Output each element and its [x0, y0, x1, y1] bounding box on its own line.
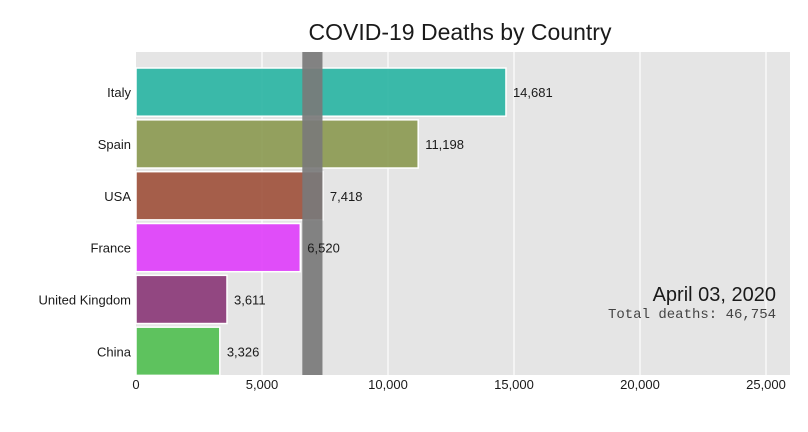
bar-spain — [135, 119, 419, 169]
category-labels: Italy Spain USA France United Kingdom China — [39, 85, 132, 359]
x-tick-label: 5,000 — [246, 377, 279, 392]
chart-title: COVID-19 Deaths by Country — [309, 19, 612, 45]
bars — [135, 67, 507, 377]
category-label: France — [91, 241, 131, 256]
bar-france — [135, 222, 302, 273]
value-label: 7,418 — [330, 189, 363, 204]
bar-china — [135, 326, 221, 377]
x-tick-label: 10,000 — [368, 377, 408, 392]
category-label: Spain — [98, 137, 131, 152]
highlight-band — [302, 52, 323, 375]
date-label: April 03, 2020 — [653, 284, 776, 306]
value-label: 6,520 — [307, 241, 340, 256]
category-label: Italy — [107, 85, 131, 100]
x-tick-label: 20,000 — [620, 377, 660, 392]
bar-united-kingdom — [135, 274, 228, 325]
value-label: 14,681 — [513, 85, 553, 100]
x-tick-labels: 0 5,000 10,000 15,000 20,000 25,000 — [132, 377, 786, 392]
total-deaths-label: Total deaths: 46,754 — [608, 307, 776, 323]
value-label: 3,611 — [234, 292, 266, 307]
category-label: USA — [104, 189, 131, 204]
bar-usa — [135, 170, 324, 221]
x-tick-label: 0 — [132, 377, 139, 392]
category-label: China — [97, 344, 132, 359]
value-label: 11,198 — [425, 137, 464, 152]
category-label: United Kingdom — [39, 292, 132, 307]
highlight-band-rect — [302, 52, 323, 375]
value-labels: 14,681 11,198 7,418 6,520 3,611 3,326 — [227, 85, 553, 359]
value-label: 3,326 — [227, 344, 260, 359]
x-tick-label: 25,000 — [746, 377, 786, 392]
x-tick-label: 15,000 — [494, 377, 534, 392]
